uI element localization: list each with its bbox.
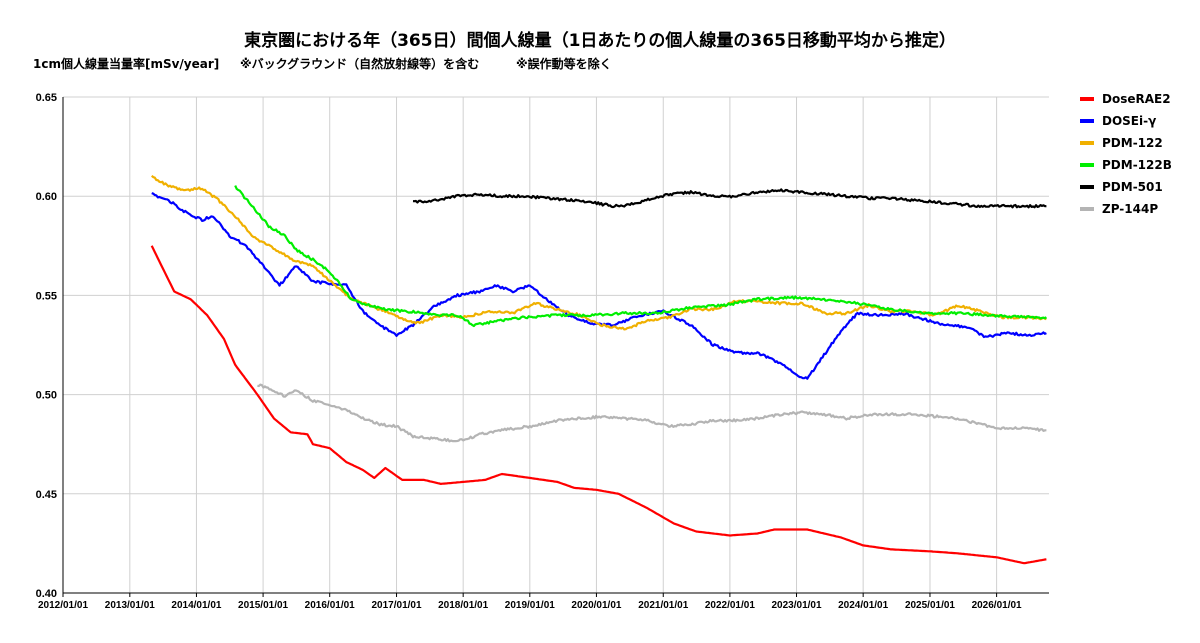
x-tick-labels: 2012/01/01 2013/01/01 2014/01/01 2015/01/01… <box>38 600 1022 611</box>
note-malfunction: ※誤作動等を除く <box>516 57 612 71</box>
x-tick-label: 2021/01/01 <box>638 600 688 611</box>
x-tick-label: 2026/01/01 <box>972 600 1022 611</box>
x-tick-label: 2022/01/01 <box>705 600 755 611</box>
legend-item: DoseRAE2 <box>1080 88 1172 110</box>
x-tick-label: 2014/01/01 <box>171 600 221 611</box>
legend-item: DOSEi-γ <box>1080 110 1172 132</box>
legend: DoseRAE2 DOSEi-γ PDM-122 PDM-122B PDM-501 ZP-… <box>1080 88 1172 220</box>
series-line-pdm-122b <box>234 185 1048 328</box>
y-tick-label: 0.40 <box>36 588 57 600</box>
y-tick-label: 0.50 <box>36 390 57 402</box>
legend-swatch <box>1080 207 1094 211</box>
x-tick-label: 2017/01/01 <box>372 600 422 611</box>
y-tick-label: 0.65 <box>36 92 57 104</box>
y-tick-label: 0.60 <box>36 191 57 203</box>
x-tick-label: 2023/01/01 <box>771 600 821 611</box>
chart-title: 東京圏における年（365日）間個人線量（1日あたりの個人線量の365日移動平均か… <box>244 31 956 51</box>
y-axis-label: 1cm個人線量当量率[mSv/year] <box>33 57 220 71</box>
legend-label: PDM-122B <box>1102 158 1172 172</box>
x-tick-label: 2024/01/01 <box>838 600 888 611</box>
y-tick-label: 0.55 <box>36 290 57 302</box>
legend-label: PDM-122 <box>1102 136 1163 150</box>
grid <box>62 96 1049 594</box>
legend-item: PDM-122 <box>1080 132 1172 154</box>
series-line-pdm-501 <box>412 188 1047 209</box>
y-tick-labels: 0.40 0.45 0.50 0.55 0.60 0.65 <box>36 92 57 600</box>
legend-swatch <box>1080 163 1094 167</box>
x-tick-label: 2019/01/01 <box>505 600 555 611</box>
legend-swatch <box>1080 185 1094 189</box>
x-tick-label: 2018/01/01 <box>438 600 488 611</box>
x-tick-label: 2015/01/01 <box>238 600 288 611</box>
legend-label: PDM-501 <box>1102 180 1163 194</box>
series-lines <box>150 174 1048 565</box>
legend-item: PDM-501 <box>1080 176 1172 198</box>
legend-label: DOSEi-γ <box>1102 114 1157 128</box>
legend-item: PDM-122B <box>1080 154 1172 176</box>
x-tick-label: 2020/01/01 <box>571 600 621 611</box>
x-tick-label: 2016/01/01 <box>305 600 355 611</box>
legend-label: ZP-144P <box>1102 202 1159 216</box>
axes <box>62 97 1049 597</box>
x-tick-label: 2013/01/01 <box>105 600 155 611</box>
x-tick-label: 2025/01/01 <box>905 600 955 611</box>
legend-item: ZP-144P <box>1080 198 1172 220</box>
y-tick-label: 0.45 <box>36 489 57 501</box>
legend-label: DoseRAE2 <box>1102 92 1171 106</box>
note-background: ※バックグラウンド（自然放射線等）を含む <box>240 57 480 71</box>
series-line-dosei- <box>151 192 1047 380</box>
series-line-doserae2 <box>150 245 1047 565</box>
series-line-zp-144p <box>257 383 1047 443</box>
x-tick-label: 2012/01/01 <box>38 600 88 611</box>
legend-swatch <box>1080 141 1094 145</box>
legend-swatch <box>1080 119 1094 123</box>
legend-swatch <box>1080 97 1094 101</box>
